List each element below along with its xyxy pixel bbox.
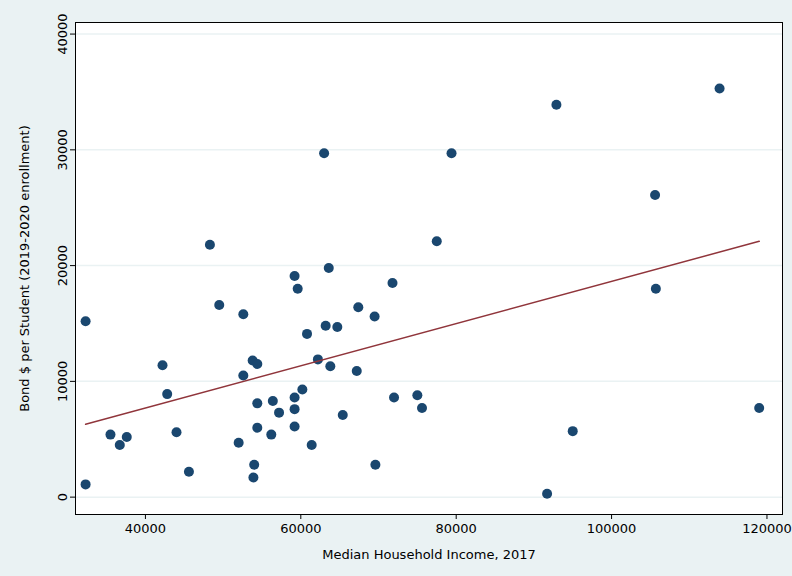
svg-text:20000: 20000: [55, 245, 70, 286]
svg-text:40000: 40000: [55, 13, 70, 54]
svg-text:0: 0: [55, 493, 70, 501]
svg-text:80000: 80000: [436, 521, 477, 536]
svg-text:Bond $ per Student (2019-2020: Bond $ per Student (2019-2020 enrollment…: [17, 125, 32, 412]
svg-text:10000: 10000: [55, 361, 70, 402]
svg-text:100000: 100000: [587, 521, 637, 536]
svg-text:60000: 60000: [280, 521, 321, 536]
svg-text:40000: 40000: [125, 521, 166, 536]
svg-text:30000: 30000: [55, 129, 70, 170]
svg-text:120000: 120000: [742, 521, 792, 536]
svg-text:Median Household Income, 2017: Median Household Income, 2017: [322, 547, 536, 562]
